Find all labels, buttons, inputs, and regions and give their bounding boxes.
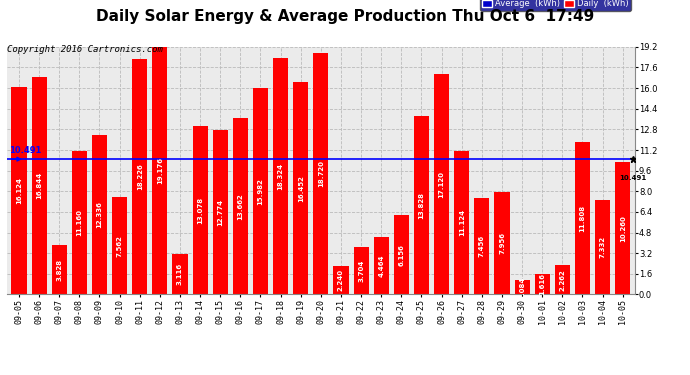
Bar (233, 118, 248, 294)
Text: 18.324: 18.324 (277, 163, 284, 190)
Text: 1.616: 1.616 (539, 273, 545, 295)
Bar (374, 237, 388, 294)
Bar (273, 58, 288, 294)
Bar (293, 82, 308, 294)
Text: 7.456: 7.456 (479, 235, 485, 257)
Bar (213, 130, 228, 294)
Text: 3.116: 3.116 (177, 263, 183, 285)
Legend: Average  (kWh), Daily  (kWh): Average (kWh), Daily (kWh) (480, 0, 631, 10)
Bar (434, 74, 449, 294)
Text: 19.176: 19.176 (157, 157, 163, 184)
Text: 10.491: 10.491 (9, 146, 41, 155)
Text: 12.774: 12.774 (217, 198, 224, 226)
Text: 15.982: 15.982 (257, 178, 264, 205)
Bar (333, 266, 348, 294)
Text: 18.720: 18.720 (318, 160, 324, 187)
Text: 11.124: 11.124 (459, 209, 465, 236)
Bar (172, 254, 188, 294)
Bar (132, 59, 147, 294)
Bar (92, 135, 107, 294)
Text: 7.332: 7.332 (600, 236, 606, 258)
Bar (575, 142, 590, 294)
Bar (253, 88, 268, 294)
Text: Copyright 2016 Cartronics.com: Copyright 2016 Cartronics.com (7, 45, 163, 54)
Bar (72, 150, 87, 294)
Text: 17.120: 17.120 (439, 171, 444, 198)
Text: 18.226: 18.226 (137, 164, 143, 190)
Text: 2.262: 2.262 (560, 269, 565, 291)
Text: 2.240: 2.240 (338, 269, 344, 291)
Text: 16.844: 16.844 (36, 172, 42, 200)
Bar (474, 198, 489, 294)
Text: 4.464: 4.464 (378, 254, 384, 277)
Bar (32, 77, 47, 294)
Bar (454, 151, 469, 294)
Text: 13.078: 13.078 (197, 196, 203, 223)
Bar (615, 162, 630, 294)
Bar (313, 53, 328, 294)
Text: 1.084: 1.084 (519, 276, 525, 298)
Bar (152, 47, 168, 294)
Bar (555, 265, 570, 294)
Text: 3.704: 3.704 (358, 260, 364, 282)
Text: 10.260: 10.260 (620, 215, 626, 242)
Text: 11.808: 11.808 (580, 205, 586, 232)
Bar (515, 280, 530, 294)
Text: 3.828: 3.828 (56, 259, 62, 281)
Bar (595, 200, 610, 294)
Text: 7.956: 7.956 (499, 232, 505, 254)
Text: 13.828: 13.828 (418, 192, 424, 219)
Text: 6.156: 6.156 (398, 244, 404, 266)
Bar (414, 116, 429, 294)
Text: 13.662: 13.662 (237, 193, 244, 220)
Bar (353, 247, 368, 294)
Bar (193, 126, 208, 294)
Bar (112, 197, 127, 294)
Bar (52, 245, 67, 294)
Text: 16.124: 16.124 (16, 177, 22, 204)
Bar (12, 87, 26, 294)
Bar (394, 215, 409, 294)
Text: 7.562: 7.562 (117, 235, 123, 256)
Text: 12.336: 12.336 (97, 201, 103, 228)
Text: 11.160: 11.160 (77, 209, 82, 236)
Text: Daily Solar Energy & Average Production Thu Oct 6  17:49: Daily Solar Energy & Average Production … (96, 9, 594, 24)
Bar (535, 273, 550, 294)
Text: 10.491: 10.491 (619, 175, 647, 181)
Text: 16.452: 16.452 (297, 175, 304, 202)
Bar (495, 192, 509, 294)
